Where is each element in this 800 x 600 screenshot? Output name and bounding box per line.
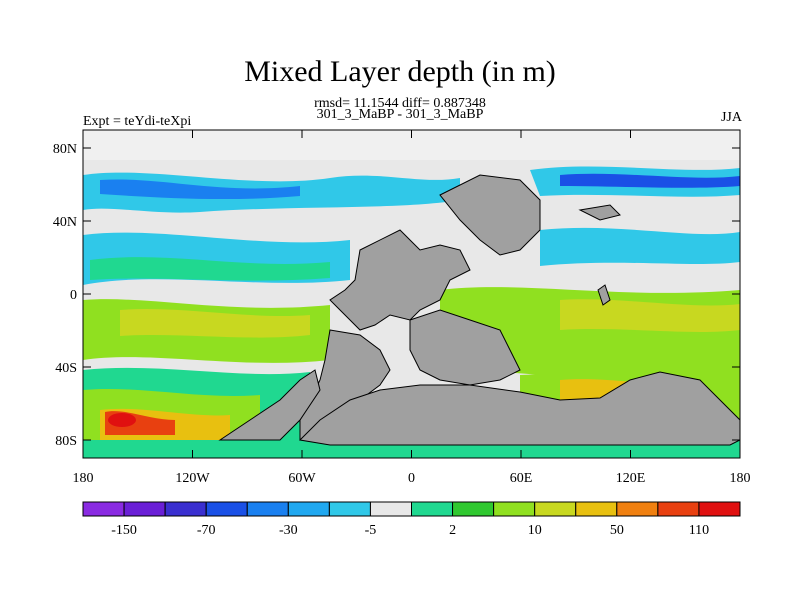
x-tick-label: 120W <box>175 471 210 486</box>
antarctica-land <box>298 371 740 446</box>
colorbar-label: 110 <box>689 523 709 538</box>
map-title: Mixed Layer depth (in m) <box>244 55 556 88</box>
island-land-2 <box>597 284 611 306</box>
y-tick-label: 40N <box>53 215 77 230</box>
colorbar-label: 50 <box>610 523 624 538</box>
x-tick-label: 120E <box>616 471 646 486</box>
x-axis: 180 120W 60W 0 60E 120E 180 <box>73 130 751 486</box>
colorbar-swatch <box>287 501 330 517</box>
colorbar-swatch <box>328 501 371 517</box>
colorbar-swatch <box>616 501 659 517</box>
x-tick-label: 0 <box>408 471 415 486</box>
colorbar-label: -70 <box>197 523 216 538</box>
colorbar: -150 -70 -30 -5 2 10 50 110 <box>82 501 741 538</box>
colorbar-swatch <box>369 501 412 517</box>
season-label: JJA <box>720 110 742 125</box>
colorbar-label: 2 <box>449 523 456 538</box>
experiment-label: Expt = teYdi-teXpi <box>83 114 192 129</box>
colorbar-label: -150 <box>111 523 137 538</box>
colorbar-swatch <box>246 501 289 517</box>
greenland-land <box>439 174 541 256</box>
colorbar-label: -5 <box>365 523 377 538</box>
africa-land <box>409 309 521 386</box>
y-tick-label: 80N <box>53 142 77 157</box>
colorbar-swatch <box>205 501 248 517</box>
y-axis: 80N 40N 0 40S 80S <box>53 142 740 449</box>
north-america-land <box>329 229 471 331</box>
x-tick-label: 180 <box>730 471 751 486</box>
colorbar-swatch <box>452 501 495 517</box>
colorbar-swatch <box>698 501 741 517</box>
colorbar-swatch <box>657 501 700 517</box>
colorbar-swatch <box>534 501 577 517</box>
x-tick-label: 60E <box>510 471 533 486</box>
colorbar-swatch <box>123 501 166 517</box>
colorbar-label: -30 <box>279 523 298 538</box>
comparison-label: 301_3_MaBP - 301_3_MaBP <box>316 107 484 122</box>
x-tick-label: 180 <box>73 471 94 486</box>
colorbar-label: 10 <box>528 523 542 538</box>
y-tick-label: 40S <box>55 361 77 376</box>
colorbar-swatch <box>411 501 454 517</box>
island-land <box>578 204 621 221</box>
y-tick-label: 0 <box>70 288 77 303</box>
colorbar-swatch <box>575 501 618 517</box>
colorbar-swatch <box>164 501 207 517</box>
west-antarctic-land <box>218 369 321 441</box>
colorbar-swatch <box>82 501 125 517</box>
stats-line: rmsd= 11.1544 diff= 0.887348 <box>314 96 486 111</box>
map-field <box>83 130 740 458</box>
colorbar-swatch <box>493 501 536 517</box>
y-tick-label: 80S <box>55 434 77 449</box>
x-tick-label: 60W <box>288 471 316 486</box>
